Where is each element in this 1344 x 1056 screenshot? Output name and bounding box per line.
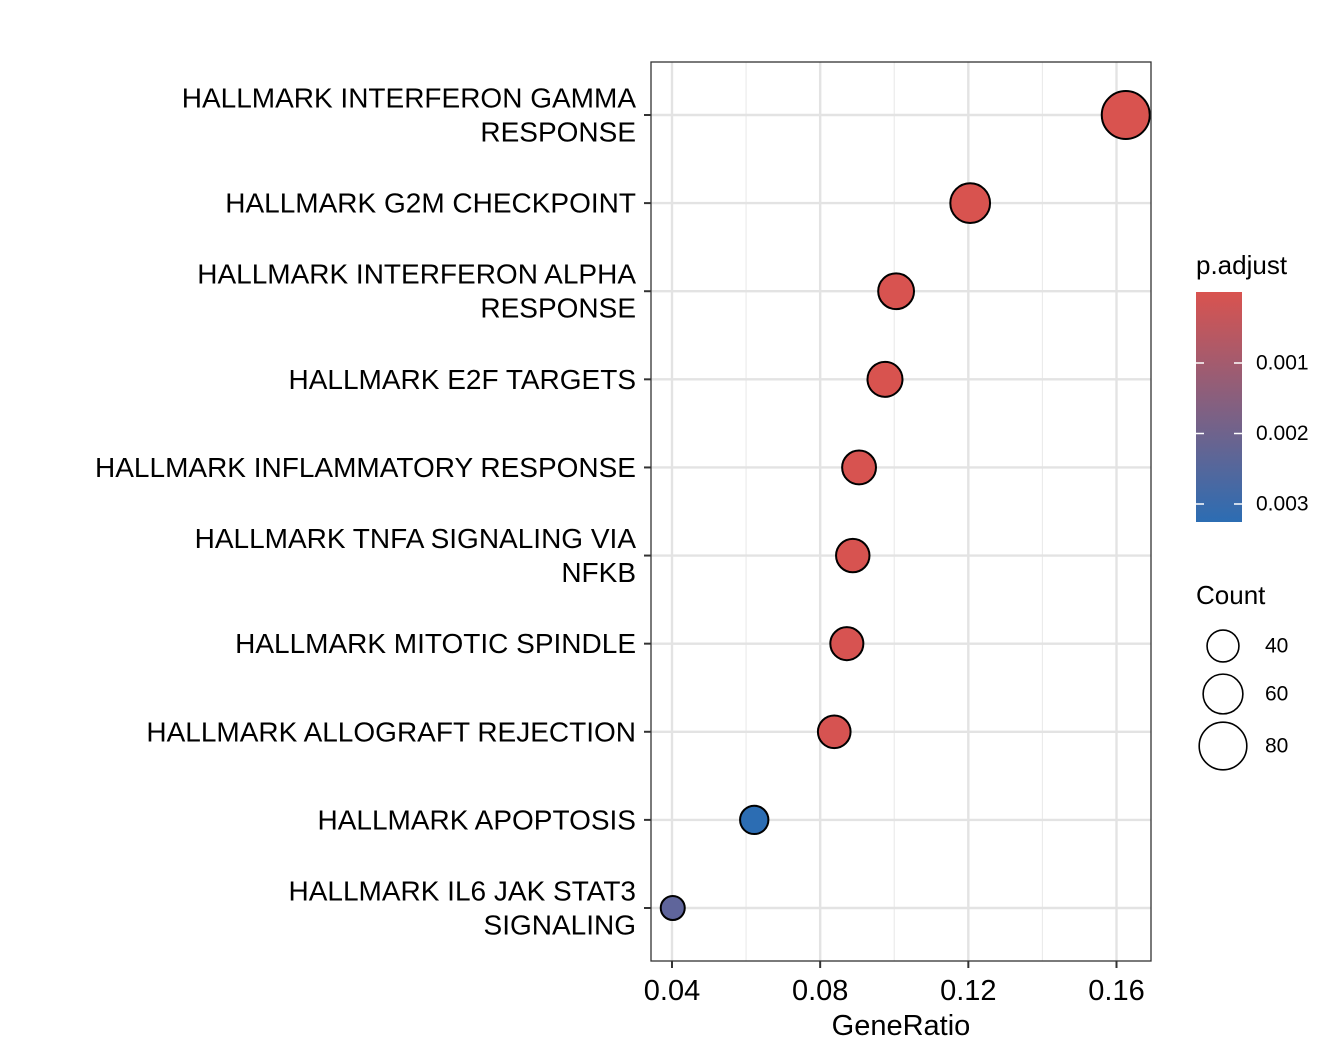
- x-tick-label: 0.08: [792, 975, 848, 1007]
- y-tick-label: HALLMARK INTERFERON GAMMA: [182, 83, 637, 114]
- size-legend-circle: [1198, 721, 1248, 771]
- x-axis-title: GeneRatio: [832, 1010, 971, 1042]
- y-tick-label: RESPONSE: [480, 117, 636, 148]
- data-point: [659, 895, 686, 921]
- panel-border: [650, 61, 1152, 962]
- y-tick-label: HALLMARK INTERFERON ALPHA: [197, 259, 636, 290]
- data-point: [866, 360, 904, 398]
- color-bar: [1196, 292, 1242, 522]
- x-tick-label: 0.04: [644, 975, 700, 1007]
- y-tick-label: HALLMARK INFLAMMATORY RESPONSE: [95, 452, 636, 483]
- data-point: [835, 537, 871, 574]
- color-legend-label: 0.002: [1256, 422, 1309, 445]
- color-legend-title: p.adjust: [1196, 250, 1288, 280]
- size-legend-label: 60: [1265, 683, 1288, 706]
- y-tick-label: SIGNALING: [484, 910, 636, 941]
- data-point: [816, 714, 852, 750]
- x-axis: 0.04 0.08 0.12 0.16: [644, 961, 1145, 1007]
- color-legend: p.adjust 0.001 0.002 0.003: [1196, 250, 1309, 522]
- data-point: [829, 626, 865, 662]
- size-legend-circle: [1202, 673, 1244, 715]
- y-tick-label: HALLMARK APOPTOSIS: [318, 804, 637, 835]
- y-tick-label: HALLMARK MITOTIC SPINDLE: [235, 628, 636, 659]
- data-point: [739, 804, 770, 836]
- color-legend-label: 0.001: [1256, 352, 1309, 375]
- data-point: [877, 272, 916, 311]
- y-tick-label: NFKB: [561, 557, 636, 588]
- y-tick-label: HALLMARK G2M CHECKPOINT: [225, 188, 636, 219]
- data-point: [841, 449, 877, 486]
- color-legend-label: 0.003: [1256, 493, 1309, 516]
- y-tick-label: RESPONSE: [480, 293, 636, 324]
- size-legend-title: Count: [1196, 580, 1266, 610]
- y-tick-label: HALLMARK E2F TARGETS: [289, 364, 637, 395]
- y-tick-label: HALLMARK TNFA SIGNALING VIA: [195, 523, 637, 554]
- size-legend-label: 40: [1265, 635, 1288, 658]
- y-axis: HALLMARK INTERFERON GAMMARESPONSEHALLMAR…: [95, 83, 651, 941]
- x-tick-label: 0.12: [940, 975, 996, 1007]
- size-legend: Count 40 60 80: [1196, 580, 1288, 771]
- size-legend-label: 80: [1265, 735, 1288, 758]
- y-tick-label: HALLMARK IL6 JAK STAT3: [288, 876, 636, 907]
- data-points: [659, 90, 1151, 921]
- size-legend-circle: [1206, 629, 1240, 663]
- y-tick-label: HALLMARK ALLOGRAFT REJECTION: [146, 716, 636, 747]
- data-point: [949, 182, 992, 224]
- grid-lines: [651, 62, 1151, 961]
- x-tick-label: 0.16: [1088, 975, 1144, 1007]
- data-point: [1100, 90, 1151, 140]
